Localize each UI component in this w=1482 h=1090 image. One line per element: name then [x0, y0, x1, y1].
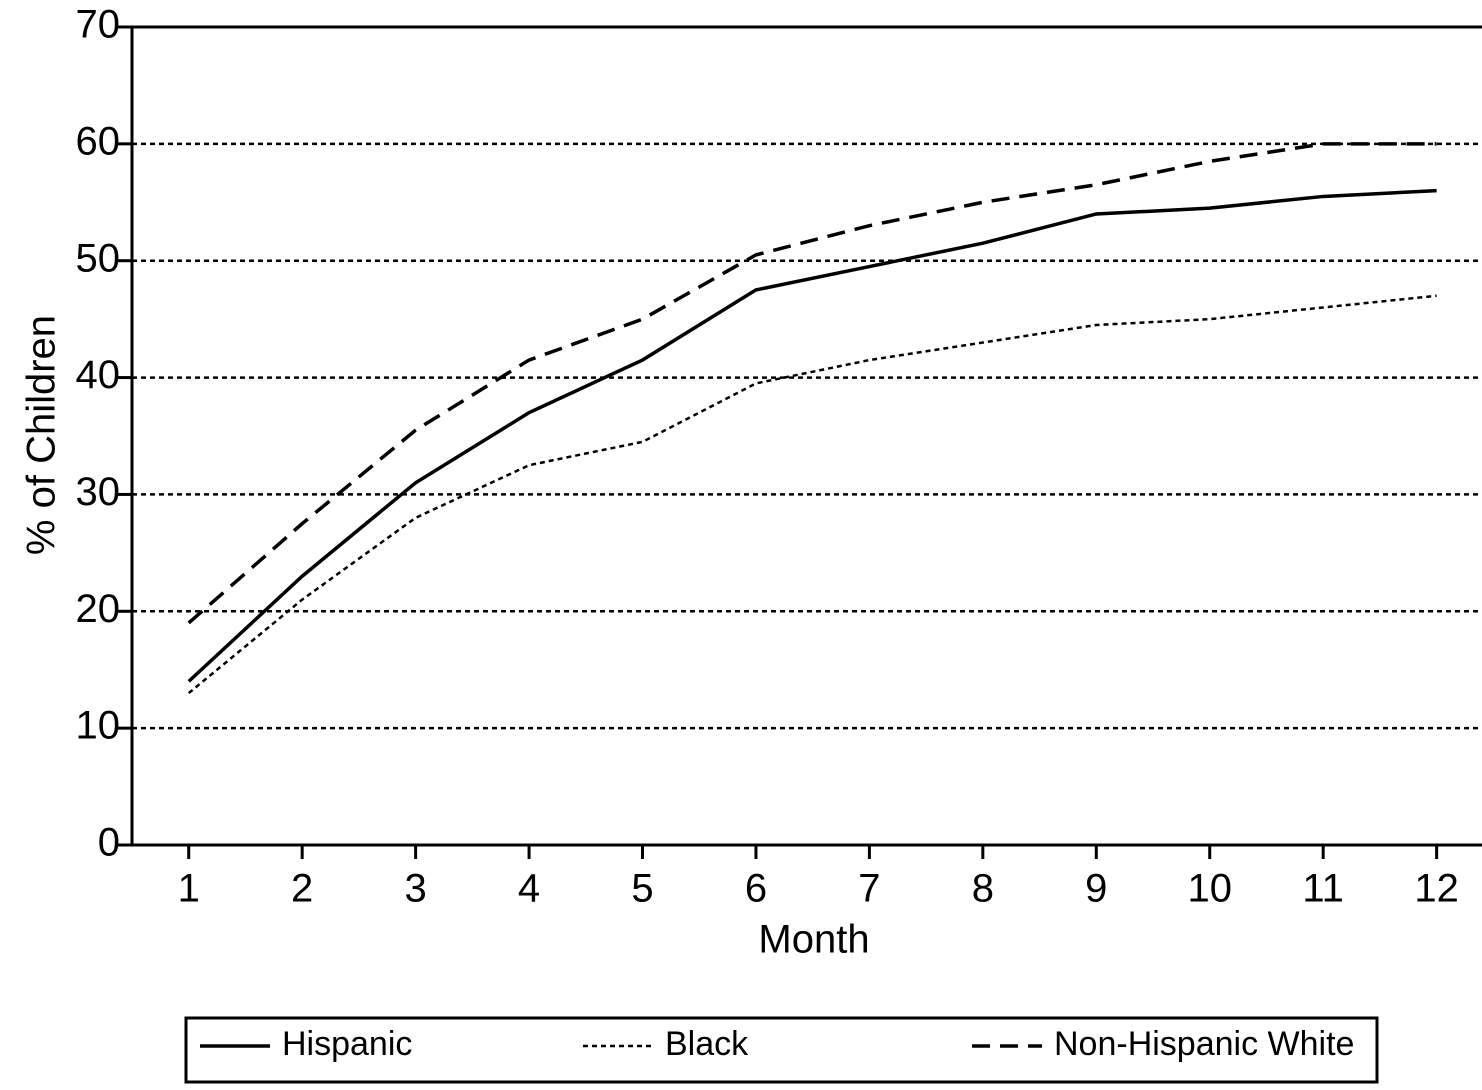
legend-label: Black: [665, 1025, 749, 1063]
y-tick-label: 50: [76, 236, 121, 280]
x-tick-label: 1: [178, 867, 200, 911]
y-tick-label: 0: [98, 821, 120, 865]
series-line: [187, 188, 1437, 683]
y-tick-label: 20: [76, 587, 121, 631]
x-tick-label: 8: [972, 867, 994, 911]
x-tick-label: 6: [745, 867, 767, 911]
x-tick-label: 3: [404, 867, 426, 911]
series-line: [187, 142, 1437, 625]
x-tick-label: 12: [1414, 867, 1459, 911]
x-tick-label: 9: [1085, 867, 1107, 911]
legend-box: [184, 1016, 1379, 1084]
x-axis-label: Month: [758, 918, 869, 962]
x-tick-label: 4: [518, 867, 540, 911]
x-tick-label: 11: [1302, 867, 1344, 911]
y-tick-label: 10: [76, 704, 121, 748]
x-tick-label: 2: [291, 867, 313, 911]
legend-label: Non-Hispanic White: [1054, 1025, 1354, 1063]
series-line: [187, 294, 1437, 695]
x-tick-label: 7: [858, 867, 880, 911]
y-tick-label: 30: [76, 470, 121, 514]
y-tick-label: 60: [76, 119, 121, 163]
y-axis-label: % of Children: [20, 315, 64, 555]
x-tick-label: 5: [631, 867, 653, 911]
y-tick-label: 40: [76, 353, 121, 397]
legend-label: Hispanic: [282, 1025, 412, 1063]
y-tick-label: 70: [76, 3, 121, 47]
x-tick-label: 10: [1187, 867, 1232, 911]
